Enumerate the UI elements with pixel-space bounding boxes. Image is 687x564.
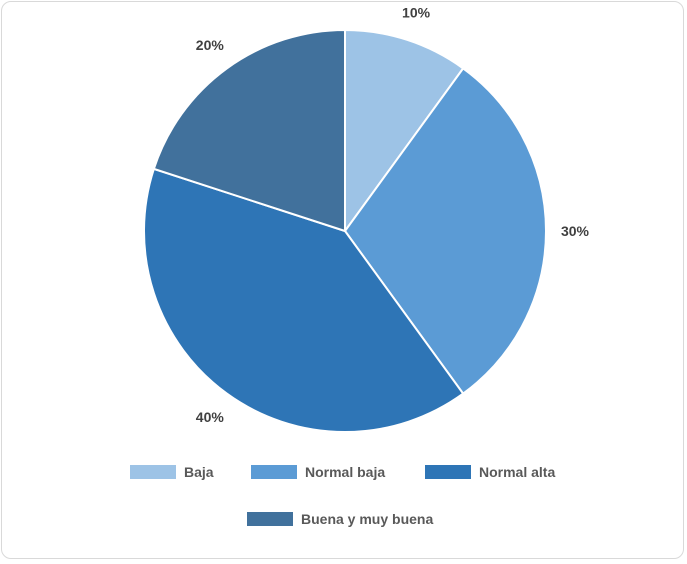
pie-slice-buena-y-muy-buena [152,28,346,233]
legend-label-baja: Baja [184,464,214,480]
pie-slice-normal-baja [343,66,547,396]
legend-item-baja: Baja [130,464,214,480]
legend-swatch-baja [130,465,176,479]
legend-label-normal-alta: Normal alta [479,464,556,480]
legend-swatch-buena-y-muy-buena [247,512,293,526]
data-label-baja: 10% [402,4,431,20]
legend-item-buena-y-muy-buena: Buena y muy buena [247,511,433,527]
legend-item-normal-baja: Normal baja [251,464,385,480]
pie-slice-baja [344,28,465,235]
data-label-normal-alta: 40% [196,409,225,425]
data-label-normal-baja: 30% [561,223,590,239]
legend-label-normal-baja: Normal baja [305,464,386,480]
legend-item-normal-alta: Normal alta [425,464,555,480]
legend-label-buena-y-muy-buena: Buena y muy buena [301,511,434,527]
legend-swatch-normal-alta [425,465,471,479]
pie-slices [143,28,547,433]
legend-swatch-normal-baja [251,465,297,479]
data-labels: 10% 30% 40% 20% [196,4,590,425]
data-label-buena-y-muy-buena: 20% [196,37,225,53]
pie-slice-normal-alta [143,167,465,433]
